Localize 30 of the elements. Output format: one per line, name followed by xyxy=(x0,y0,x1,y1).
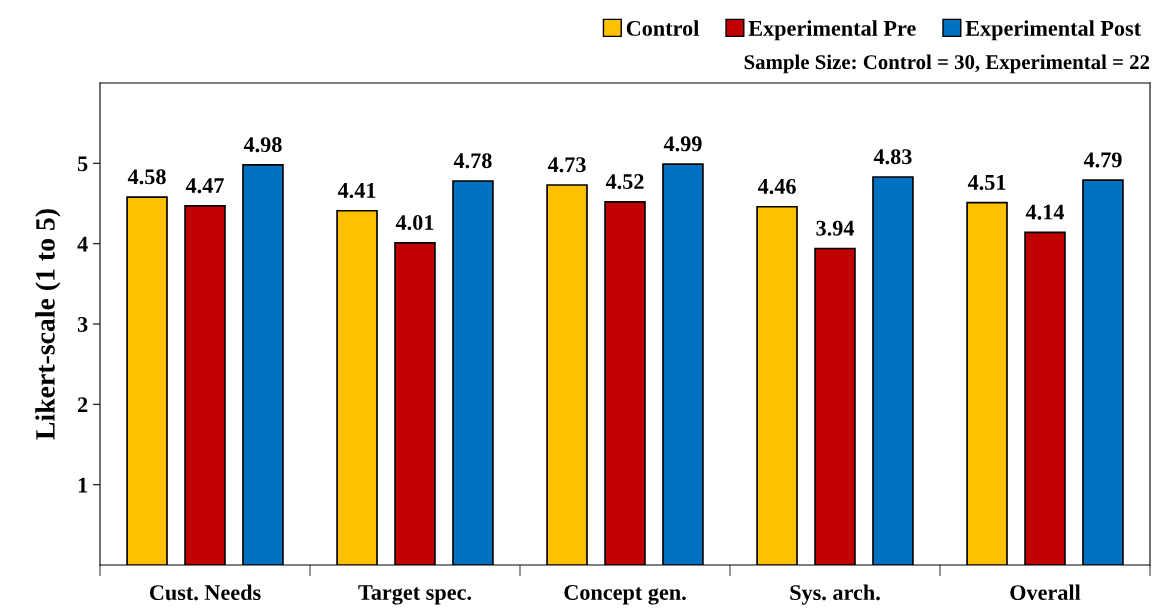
x-tick-label: Overall xyxy=(1010,584,1081,601)
data-label: 4.51 xyxy=(967,174,1006,190)
x-tick-label: Cust. Needs xyxy=(149,584,261,601)
data-label: 4.58 xyxy=(127,169,166,185)
x-tick-label: Concept gen. xyxy=(564,584,686,605)
chart-subtitle: Sample Size: Control = 30, Experimental = 22 xyxy=(744,54,1150,74)
data-label: 4.78 xyxy=(453,153,492,169)
data-label: 4.52 xyxy=(605,174,644,190)
data-label: 4.99 xyxy=(663,136,702,152)
y-tick-label: 1 xyxy=(78,477,88,493)
data-label: 4.83 xyxy=(873,149,912,165)
y-tick-label: 2 xyxy=(78,397,88,413)
data-label: 4.98 xyxy=(243,137,282,153)
y-tick-label: 3 xyxy=(77,316,88,332)
legend-label: Control xyxy=(626,20,699,36)
data-label: 4.01 xyxy=(395,215,434,231)
data-label: 4.14 xyxy=(1025,204,1065,220)
legend-label: Experimental Post xyxy=(965,20,1142,41)
y-tick-label: 4 xyxy=(77,236,88,252)
y-axis-title: Likert-scale (1 to 5) xyxy=(35,209,61,440)
data-label: 4.73 xyxy=(547,157,586,173)
data-label: 4.47 xyxy=(185,178,224,194)
data-label: 3.94 xyxy=(816,220,855,236)
data-label: 4.41 xyxy=(337,182,376,198)
x-tick-label: Target spec. xyxy=(358,585,472,605)
data-label: 4.79 xyxy=(1083,152,1122,168)
y-tick-label: 5 xyxy=(77,156,88,172)
x-tick-label: Sys. arch. xyxy=(790,584,880,605)
data-label: 4.46 xyxy=(757,178,796,194)
legend-label: Experimental Pre xyxy=(748,20,916,41)
